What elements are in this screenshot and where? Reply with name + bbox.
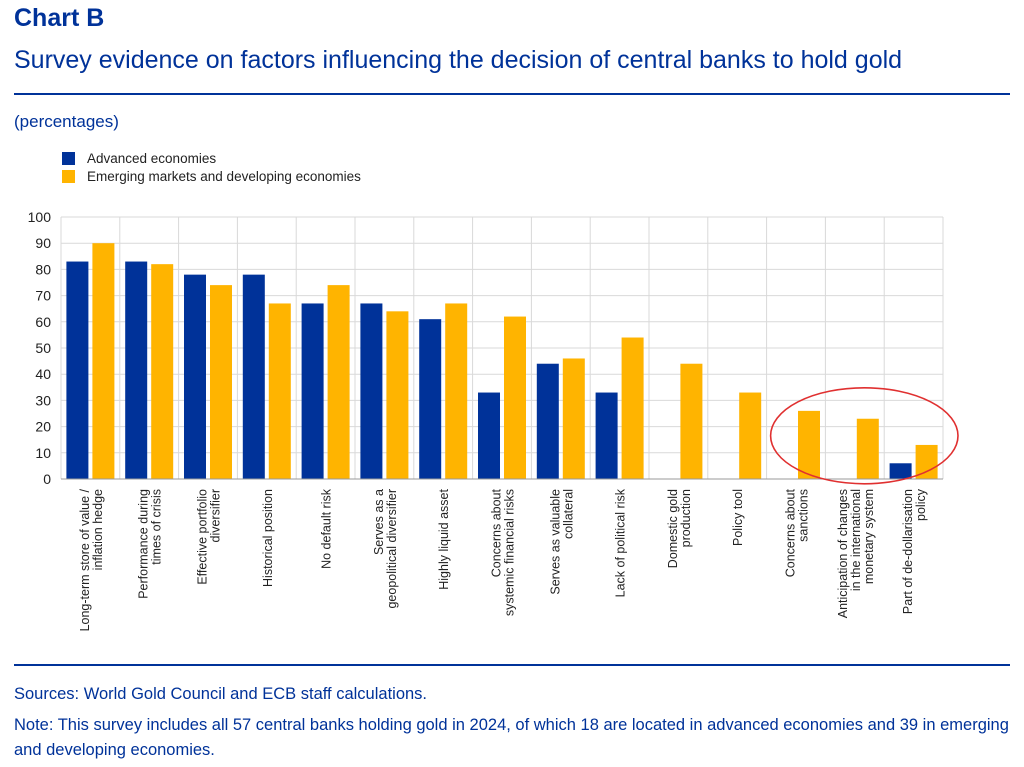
bar-emerging-2 [210,285,232,479]
chart-label: Chart B [14,4,105,32]
y-tick-label: 50 [35,340,51,356]
y-tick-label: 90 [35,235,51,251]
x-tick-label: Serves as valuable [548,489,562,595]
y-tick-label: 100 [28,209,52,225]
bar-emerging-8 [562,358,585,479]
bar-emerging-12 [798,410,820,479]
legend-swatch-advanced [62,151,75,165]
x-tick-label: Long-term store of value / [78,488,92,631]
title-rule [14,93,1010,95]
chart-title: Survey evidence on factors influencing t… [14,46,903,74]
bar-advanced-0 [66,261,89,479]
footer-rule [14,664,1010,666]
y-tick-label: 20 [35,419,51,435]
bar-advanced-2 [184,274,206,479]
y-tick-label: 70 [35,288,51,304]
x-tick-label: systemic financial risks [503,489,517,616]
legend-label-advanced: Advanced economies [87,150,217,166]
y-tick-label: 0 [43,471,51,487]
y-tick-label: 10 [35,445,51,461]
x-tick-label: times of crisis [150,489,164,565]
bar-chart: 0 10 20 30 40 50 60 70 80 90 100 Long-term store of… [28,209,959,631]
bar-emerging-11 [739,392,762,479]
y-tick-label: 80 [35,261,51,277]
x-tick-label: Highly liquid asset [437,488,451,589]
x-tick-label: Concerns about [784,488,798,577]
x-tick-label: No default risk [320,488,334,569]
x-tick-label: sanctions [797,489,811,542]
x-tick-label: Concerns about [490,488,504,577]
bar-emerging-6 [445,303,468,479]
bar-advanced-4 [301,303,324,479]
legend-swatch-emerging [62,169,75,183]
highlight-ellipse [769,386,959,485]
bar-advanced-1 [125,261,148,479]
bar-advanced-5 [360,303,383,479]
x-tick-label: Performance during [137,489,151,599]
x-tick-label: Domestic gold [666,489,680,568]
bar-advanced-14 [889,463,912,479]
y-tick-label: 30 [35,392,51,408]
bar-emerging-0 [92,243,115,479]
y-tick-label: 40 [35,366,51,382]
bar-advanced-7 [478,392,500,479]
bar-advanced-9 [595,392,618,479]
x-tick-label: Part of de-dollarisation [901,489,915,614]
x-tick-label: policy [914,488,928,521]
x-tick-label: diversifier [209,489,223,543]
bar-emerging-9 [621,337,644,479]
bar-emerging-3 [268,303,291,479]
x-tick-label: in the international [849,489,863,591]
bar-emerging-4 [327,285,350,479]
note-text: Note: This survey includes all 57 centra… [14,716,1009,759]
x-tick-label: Anticipation of changes [836,489,850,618]
legend-item-advanced: Advanced economies [62,149,361,167]
x-tick-label: geopolitical diversifier [385,489,399,609]
legend-item-emerging: Emerging markets and developing economie… [62,167,361,185]
legend: Advanced economies Emerging markets and … [62,149,361,185]
sources-text: Sources: World Gold Council and ECB staf… [14,685,428,703]
x-tick-label: Serves as a [372,489,386,555]
x-tick-label: Lack of political risk [614,488,628,597]
x-tick-label: Policy tool [731,489,745,546]
x-tick-label: Effective portfolio [196,489,210,585]
x-tick-label: production [679,489,693,547]
bar-advanced-3 [242,274,265,479]
bar-advanced-8 [536,363,559,479]
x-tick-label: monetary system [862,489,876,584]
legend-label-emerging: Emerging markets and developing economie… [87,168,361,184]
x-tick-label: inflation hedge [91,489,105,570]
units-label: (percentages) [14,112,119,131]
bar-emerging-10 [680,363,703,479]
y-tick-label: 60 [35,314,51,330]
bar-emerging-14 [915,444,938,479]
bar-emerging-1 [151,264,174,479]
bar-emerging-5 [386,311,409,479]
bar-emerging-7 [504,316,526,479]
x-tick-label: collateral [561,489,575,539]
bar-emerging-13 [856,418,879,479]
x-tick-label: Historical position [261,489,275,587]
bar-advanced-6 [419,319,442,479]
